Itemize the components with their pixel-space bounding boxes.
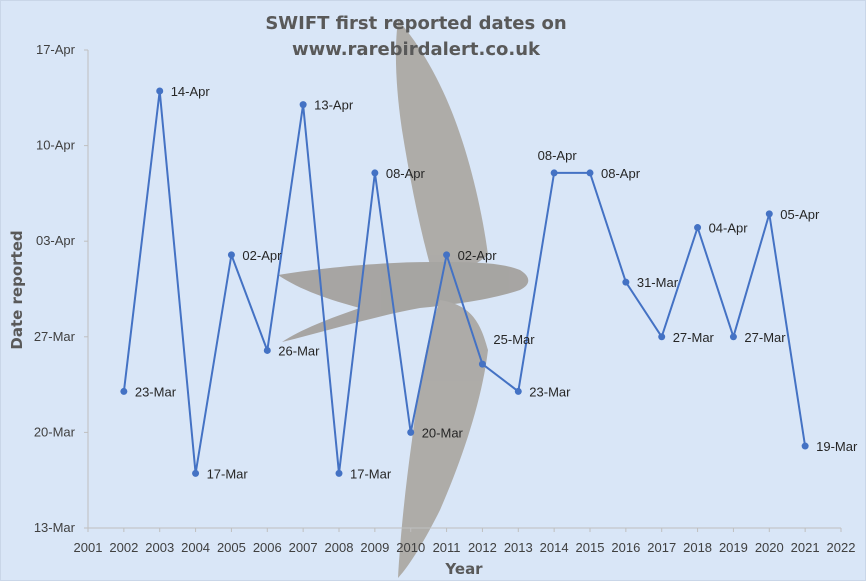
data-point [192, 469, 200, 477]
data-point [658, 333, 666, 341]
x-tick-label: 2013 [504, 540, 533, 555]
data-label: 08-Apr [386, 166, 426, 181]
data-points [120, 87, 809, 477]
data-label: 14-Apr [171, 84, 211, 99]
data-point [335, 469, 343, 477]
x-tick-label: 2009 [360, 540, 389, 555]
x-tick-label: 2011 [433, 540, 461, 555]
data-label: 19-Mar [816, 439, 858, 454]
x-tick-label: 2016 [611, 540, 640, 555]
chart-title-line-2: www.rarebirdalert.co.uk [292, 39, 541, 60]
data-point [156, 87, 164, 95]
x-tick-label: 2014 [540, 540, 569, 555]
data-labels: 23-Mar 14-Apr 17-Mar 02-Apr 26-Mar 13-Apr 17-M… [135, 84, 858, 481]
x-axis-ticks: 2001 2002 2003 2004 2005 2006 2007 2008 2009 2010… [74, 528, 856, 555]
y-tick-label: 10-Apr [36, 138, 76, 153]
data-point [765, 210, 773, 218]
data-label: 05-Apr [780, 207, 820, 222]
data-label: 25-Mar [493, 332, 535, 347]
y-tick-label: 03-Apr [36, 233, 76, 248]
x-tick-label: 2005 [217, 540, 246, 555]
data-label: 02-Apr [242, 248, 282, 263]
x-tick-label: 2019 [719, 540, 748, 555]
data-point [371, 169, 379, 177]
data-label: 04-Apr [709, 221, 749, 236]
x-tick-label: 2008 [325, 540, 354, 555]
x-tick-label: 2002 [109, 540, 138, 555]
y-tick-label: 13-Mar [34, 520, 76, 535]
data-point [263, 346, 271, 354]
x-tick-label: 2018 [683, 540, 712, 555]
data-label: 26-Mar [278, 343, 320, 358]
data-point [550, 169, 558, 177]
data-label: 31-Mar [637, 275, 679, 290]
data-label: 23-Mar [529, 384, 571, 399]
series-line [122, 90, 807, 475]
data-point [729, 333, 737, 341]
y-tick-label: 20-Mar [34, 424, 76, 439]
data-point [227, 251, 235, 259]
x-tick-label: 2021 [791, 540, 820, 555]
data-label: 17-Mar [207, 466, 249, 481]
x-tick-label: 2006 [253, 540, 282, 555]
data-point [407, 428, 415, 436]
x-tick-label: 2004 [181, 540, 210, 555]
data-point [514, 387, 522, 395]
series-line-group [122, 90, 807, 475]
y-axis-ticks: 13-Mar 20-Mar 27-Mar 03-Apr 10-Apr 17-Apr [34, 42, 88, 535]
x-tick-label: 2017 [647, 540, 676, 555]
x-tick-label: 2010 [396, 540, 425, 555]
y-tick-label: 17-Apr [36, 42, 76, 57]
data-point [801, 442, 809, 450]
data-label: 08-Apr [538, 148, 578, 163]
data-point [120, 387, 128, 395]
data-label: 17-Mar [350, 466, 392, 481]
x-tick-label: 2020 [755, 540, 784, 555]
data-point [622, 278, 630, 286]
data-point [443, 251, 451, 259]
y-tick-label: 27-Mar [34, 329, 76, 344]
x-tick-label: 2022 [827, 540, 856, 555]
data-label: 02-Apr [458, 248, 498, 263]
data-point [299, 101, 307, 109]
data-label: 13-Apr [314, 98, 354, 113]
data-point [478, 360, 486, 368]
data-label: 20-Mar [422, 425, 464, 440]
x-tick-label: 2003 [145, 540, 174, 555]
x-axis-title: Year [444, 560, 483, 578]
data-point [694, 224, 702, 232]
data-label: 27-Mar [744, 330, 786, 345]
x-tick-label: 2012 [468, 540, 497, 555]
swift-bird-image [278, 20, 529, 578]
data-label: 27-Mar [673, 330, 715, 345]
x-tick-label: 2001 [74, 540, 103, 555]
data-label: 23-Mar [135, 384, 177, 399]
data-point [586, 169, 594, 177]
data-label: 08-Apr [601, 166, 641, 181]
chart-title-line-1: SWIFT first reported dates on [265, 13, 566, 34]
x-tick-label: 2015 [576, 540, 605, 555]
x-tick-label: 2007 [289, 540, 318, 555]
y-axis-title: Date reported [8, 230, 26, 349]
